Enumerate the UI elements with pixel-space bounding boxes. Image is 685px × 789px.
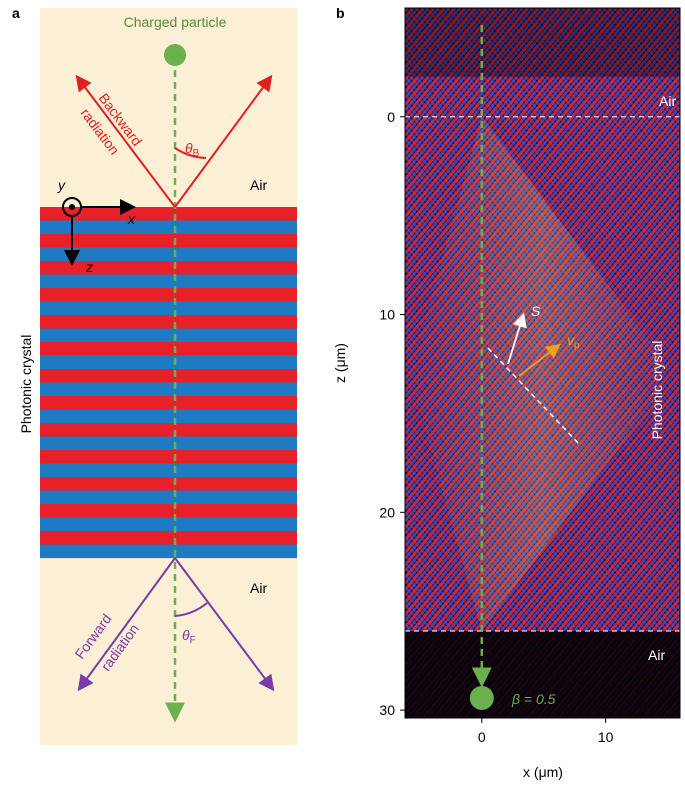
crystal-layer [40,464,297,478]
axis-label: y [57,177,66,193]
crystal-layer [40,423,297,437]
z-tick-label: 0 [387,109,395,125]
figure: a Charged particle θB Backward radiation… [0,0,685,784]
crystal-layer [40,261,297,275]
axis-label: z [85,259,93,275]
z-tick-label: 30 [379,702,395,718]
particle [470,686,494,710]
crystal-layer [40,248,297,262]
crystal-layer [40,410,297,424]
air-label: Air [250,177,267,193]
particle-label: Charged particle [124,14,227,30]
crystal-layer [40,504,297,518]
axis-icon [69,204,75,210]
crystal-layer [40,383,297,397]
crystal-layer [40,329,297,343]
field-plot [405,8,680,718]
crystal-layer [40,450,297,464]
z-tick-label: 10 [379,307,395,323]
crystal-layer [40,518,297,532]
crystal-layer [40,369,297,383]
crystal-layer [40,491,297,505]
crystal-layer [40,545,297,559]
crystal-layer [40,275,297,289]
crystal-layer [40,437,297,451]
x-tick-label: 0 [478,729,486,745]
z-tick-label: 20 [379,504,395,520]
x-tick-label: 10 [598,729,614,745]
crystal-layer [40,234,297,248]
crystal-layer [40,315,297,329]
crystal-layer [40,477,297,491]
air-region [405,8,680,77]
axis-label: x [127,211,136,227]
x-axis-label: x (μm) [523,764,563,780]
crystal-layer [40,302,297,316]
air-label: Air [648,647,665,663]
crystal-layer [40,531,297,545]
particle [164,44,186,66]
crystal-layer [40,288,297,302]
panel-label: a [12,5,20,21]
crystal-layer [40,221,297,235]
photonic-crystal [40,207,297,558]
z-axis-label: z (μm) [332,343,348,383]
beta-label: β = 0.5 [511,691,556,707]
s-label: S [531,303,541,319]
crystal-layer [40,342,297,356]
air-label: Air [250,580,267,596]
panel-label: b [336,5,345,21]
crystal-layer [40,396,297,410]
crystal-label: Photonic crystal [649,341,665,440]
crystal-layer [40,356,297,370]
crystal-label: Photonic crystal [18,335,34,434]
air-label: Air [659,93,676,109]
